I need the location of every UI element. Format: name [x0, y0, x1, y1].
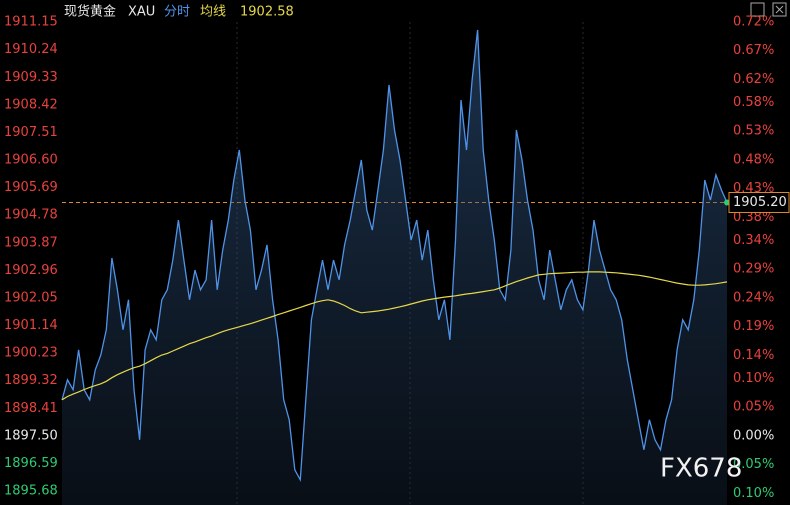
y2-tick-label: 0.38%: [733, 210, 774, 225]
watermark: FX678: [660, 454, 742, 484]
header: 现货黄金 XAU 分时 均线 1902.58: [64, 4, 294, 20]
price-area: [62, 30, 727, 505]
y-tick-label: 1901.14: [4, 318, 58, 333]
y2-tick-label: 0.10%: [733, 371, 774, 386]
y2-tick-label: 0.00%: [733, 428, 774, 443]
y2-tick-label: 0.05%: [733, 457, 774, 472]
last-price-label: 1905.20: [733, 195, 787, 210]
icon-glyph: [775, 5, 784, 14]
y-tick-label: 1907.51: [4, 125, 58, 140]
y-tick-label: 1908.42: [4, 97, 58, 112]
symbol: XAU: [128, 5, 155, 20]
y2-tick-label: 0.10%: [733, 486, 774, 501]
series-name: 分时: [164, 5, 190, 20]
y-tick-label: 1902.05: [4, 290, 58, 305]
y-tick-label: 1904.78: [4, 208, 58, 223]
y-tick-label: 1900.23: [4, 346, 58, 361]
y2-tick-label: 0.48%: [733, 152, 774, 167]
window-icons[interactable]: [750, 2, 787, 17]
last-price-tag: [728, 191, 790, 213]
y-tick-label: 1899.32: [4, 373, 58, 388]
y-tick-label: 1897.50: [4, 428, 58, 443]
y2-tick-label: 0.72%: [733, 14, 774, 29]
y2-tick-label: 0.05%: [733, 400, 774, 415]
y2-tick-label: 0.67%: [733, 43, 774, 58]
y-tick-label: 1910.24: [4, 42, 58, 57]
y2-tick-label: 0.24%: [733, 290, 774, 305]
y-tick-label: 1895.68: [4, 484, 58, 499]
y2-tick-label: 0.14%: [733, 348, 774, 363]
y-tick-label: 1896.59: [4, 456, 58, 471]
average-line: [61, 271, 728, 401]
instrument: 现货黄金: [64, 4, 116, 20]
y-tick-label: 1906.60: [4, 153, 58, 168]
y-tick-label: 1902.96: [4, 263, 58, 278]
y2-tick-label: 0.53%: [733, 124, 774, 139]
y2-tick-label: 0.19%: [733, 319, 774, 334]
y-tick-label: 1909.33: [4, 70, 58, 85]
y2-tick-label: 0.58%: [733, 95, 774, 110]
average-value: 1902.58: [240, 5, 294, 20]
y2-tick-label: 0.29%: [733, 262, 774, 277]
y-tick-label: 1905.69: [4, 180, 58, 195]
price-line: [61, 29, 728, 483]
y-tick-label: 1898.41: [4, 401, 58, 416]
y-tick-label: 1903.87: [4, 235, 58, 250]
y2-tick-label: 0.62%: [733, 72, 774, 87]
series-name: 均线: [200, 5, 226, 20]
icon-button[interactable]: [750, 2, 765, 17]
y-tick-label: 1911.15: [4, 15, 58, 30]
y2-tick-label: 0.34%: [733, 233, 774, 248]
plot: [61, 29, 730, 505]
icon-button[interactable]: [772, 2, 787, 17]
